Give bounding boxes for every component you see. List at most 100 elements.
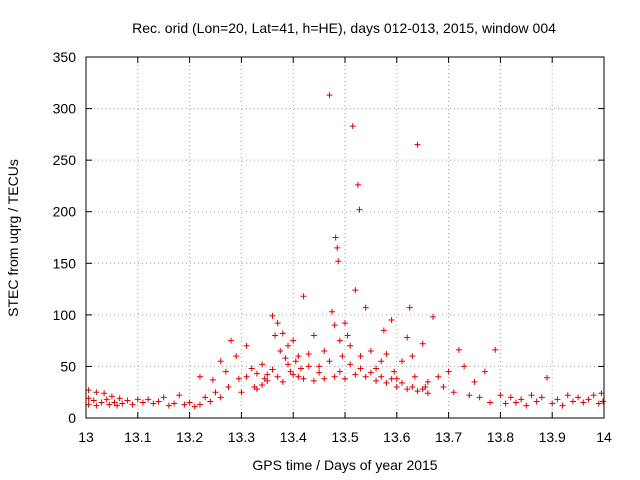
data-point: [253, 370, 260, 377]
data-point: [290, 371, 297, 378]
data-point: [243, 342, 250, 349]
data-point: [424, 390, 431, 397]
data-point: [450, 389, 457, 396]
data-point: [292, 358, 299, 365]
chart-title: Rec. orid (Lon=20, Lat=41, h=HE), days 0…: [132, 20, 556, 36]
data-point: [404, 386, 411, 393]
data-point: [277, 347, 284, 354]
data-point: [585, 396, 592, 403]
data-point: [297, 365, 304, 372]
data-point: [93, 389, 100, 396]
plot-frame: [85, 56, 605, 419]
data-point: [538, 394, 545, 401]
data-point: [380, 327, 387, 334]
data-point: [326, 92, 333, 99]
data-point: [349, 123, 356, 130]
data-point: [342, 320, 348, 327]
data-point: [269, 366, 276, 373]
data-point: [455, 346, 462, 353]
data-point: [285, 361, 292, 368]
data-point: [264, 377, 271, 384]
data-point: [243, 373, 250, 380]
data-point: [512, 399, 519, 406]
data-point: [575, 394, 582, 401]
data-point: [598, 390, 605, 397]
data-point: [217, 358, 224, 365]
data-point: [85, 387, 92, 394]
data-point: [398, 379, 405, 386]
x-tick-label: 13.9: [539, 429, 566, 445]
data-point: [310, 332, 317, 339]
data-point: [272, 332, 279, 339]
data-point: [357, 365, 364, 372]
data-point: [388, 375, 395, 382]
x-tick-labels: 13 13.1 13.2 13.3 13.4 13.5 13.6 13.7 13.8 13.9 14: [78, 429, 612, 445]
x-tick-label: 13.5: [331, 429, 358, 445]
x-tick-label: 13.3: [228, 429, 255, 445]
data-point: [378, 358, 385, 365]
x-tick-label: 14: [596, 429, 612, 445]
data-point: [269, 312, 276, 319]
data-point: [274, 320, 281, 327]
x-axis-label: GPS time / Days of year 2015: [252, 457, 437, 473]
data-point: [523, 402, 530, 409]
data-point: [373, 365, 380, 372]
data-point: [335, 258, 342, 265]
x-tick-label: 13: [78, 429, 94, 445]
data-point: [287, 368, 294, 375]
y-axis-label: STEC from uqrg / TECUs: [5, 159, 21, 317]
data-point: [331, 373, 338, 380]
data-point: [362, 373, 369, 380]
data-point: [419, 386, 426, 393]
data-point: [329, 308, 336, 315]
data-point: [378, 373, 385, 380]
data-point: [411, 373, 418, 380]
data-point: [367, 347, 374, 354]
x-tick-label: 13.6: [383, 429, 410, 445]
data-point: [101, 390, 108, 397]
data-point: [347, 342, 354, 349]
data-point: [564, 392, 571, 399]
data-point: [595, 400, 602, 407]
data-point: [285, 342, 292, 349]
data-point: [419, 340, 426, 347]
data-point: [150, 400, 157, 407]
data-point: [466, 392, 473, 399]
data-point: [259, 381, 266, 388]
data-point: [599, 398, 606, 405]
data-point: [336, 337, 343, 344]
data-point: [391, 368, 398, 375]
data-point: [233, 353, 240, 360]
data-point: [300, 293, 307, 300]
data-point: [373, 377, 380, 384]
data-point: [85, 395, 92, 402]
data-point: [90, 397, 97, 404]
data-point: [259, 361, 266, 368]
data-point: [310, 377, 317, 384]
data-point: [321, 347, 328, 354]
data-point: [409, 353, 416, 360]
data-point: [300, 375, 307, 382]
data-point: [279, 330, 286, 337]
data-point: [321, 375, 328, 382]
x-tick-label: 13.7: [435, 429, 462, 445]
data-point: [191, 403, 198, 410]
data-point: [145, 396, 152, 403]
data-point: [404, 334, 411, 341]
data-point: [339, 353, 346, 360]
data-point: [414, 141, 421, 148]
data-points: [85, 92, 606, 410]
data-point: [202, 394, 209, 401]
data-point: [383, 379, 390, 386]
data-point: [502, 400, 509, 407]
data-point: [108, 393, 115, 400]
data-point: [196, 373, 203, 380]
data-point: [569, 398, 576, 405]
y-tick-label: 50: [60, 358, 76, 374]
data-point: [305, 351, 312, 358]
x-tick-label: 13.1: [124, 429, 151, 445]
data-point: [347, 361, 354, 368]
data-point: [528, 392, 535, 399]
data-point: [93, 402, 100, 409]
